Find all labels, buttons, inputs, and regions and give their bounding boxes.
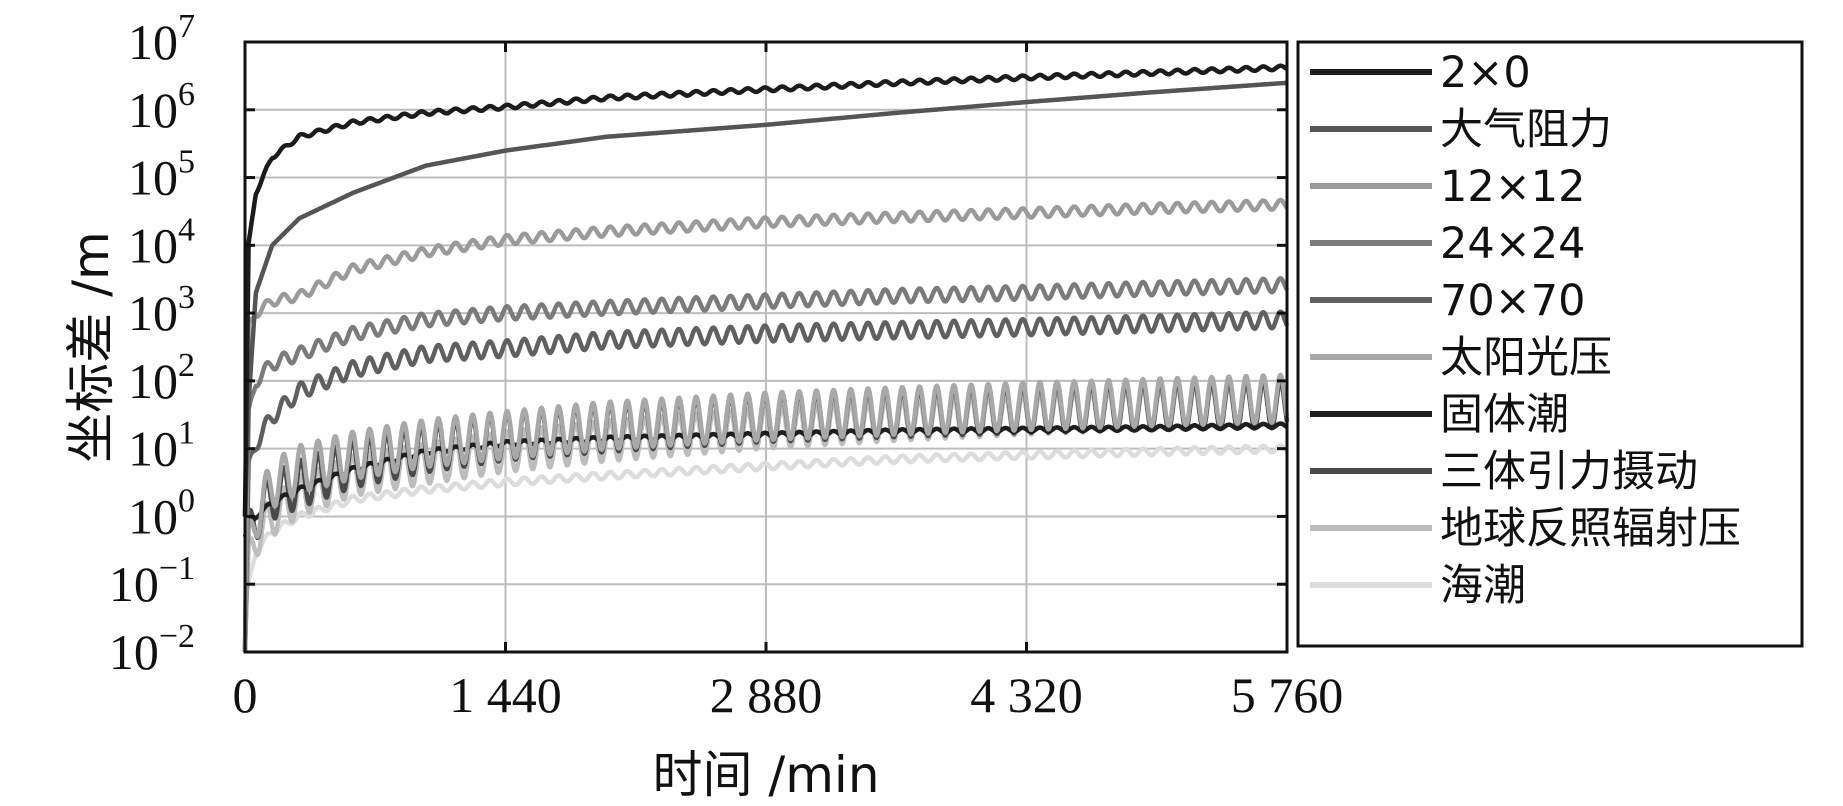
y-tick-label: 103 (128, 279, 195, 341)
legend-label: 地球反照辐射压 (1440, 504, 1741, 554)
series-line (242, 421, 1289, 538)
y-tick-exponent: 0 (178, 482, 195, 519)
legend-label: 2×0 (1440, 48, 1531, 98)
x-tick-label: 5 760 (1231, 667, 1344, 723)
x-tick-label: 4 320 (970, 667, 1083, 723)
series-line (242, 276, 1290, 653)
series-line (242, 309, 1290, 653)
y-tick-label: 10−2 (109, 618, 195, 680)
x-axis-ticks: 0 1 440 2 880 4 320 5 760 (233, 42, 1344, 723)
y-tick-base: 10 (128, 421, 178, 477)
y-tick-label: 101 (128, 415, 195, 477)
y-tick-base: 10 (109, 624, 159, 680)
legend-box (1296, 40, 1804, 648)
legend-label: 海潮 (1440, 561, 1526, 611)
legend-label: 24×24 (1440, 219, 1585, 269)
y-tick-exponent: 5 (178, 144, 195, 181)
y-tick-label: 106 (128, 76, 195, 138)
y-tick-label: 104 (128, 211, 195, 273)
series-layer (242, 63, 1290, 653)
y-tick-base: 10 (128, 14, 178, 70)
y-tick-exponent: 1 (178, 415, 195, 452)
legend-label: 太阳光压 (1440, 333, 1612, 383)
y-tick-label: 100 (128, 482, 195, 544)
y-axis-label: 坐标差 /m (62, 231, 120, 462)
y-tick-exponent: 6 (178, 76, 195, 113)
legend-label: 70×70 (1440, 276, 1585, 326)
grid-lines (244, 41, 1288, 653)
legend-label: 三体引力摄动 (1440, 447, 1698, 497)
y-tick-base: 10 (128, 353, 178, 409)
legend: 2×0 大气阻力 12×12 24×24 70×70 太阳光压固体潮三体引力摄动地球反照辐… (1296, 40, 1804, 648)
y-tick-label: 102 (128, 347, 195, 409)
y-tick-label: 105 (128, 144, 195, 206)
legend-label: 大气阻力 (1440, 105, 1612, 155)
y-tick-base: 10 (128, 150, 178, 206)
y-tick-exponent: −1 (159, 550, 195, 587)
x-tick-label: 2 880 (710, 667, 823, 723)
y-tick-base: 10 (128, 82, 178, 138)
series-line (242, 80, 1289, 517)
legend-label: 固体潮 (1440, 390, 1569, 440)
x-tick-label: 0 (233, 667, 258, 723)
x-tick-label: 1 440 (449, 667, 562, 723)
x-axis-label: 时间 /min (652, 746, 879, 804)
series-line (242, 443, 1289, 605)
y-tick-base: 10 (109, 556, 159, 612)
y-tick-label: 107 (128, 8, 195, 70)
y-tick-exponent: 4 (178, 211, 195, 248)
y-tick-exponent: 3 (178, 279, 195, 316)
y-tick-base: 10 (128, 488, 178, 544)
series-line (242, 63, 1289, 517)
legend-label: 12×12 (1440, 162, 1585, 212)
y-tick-base: 10 (128, 285, 178, 341)
y-tick-exponent: 7 (178, 8, 195, 45)
y-tick-base: 10 (128, 217, 178, 273)
series-line (242, 197, 1289, 653)
y-tick-exponent: 2 (178, 347, 195, 384)
y-tick-label: 10−1 (109, 550, 195, 612)
legend-items: 2×0 大气阻力 12×12 24×24 70×70 太阳光压固体潮三体引力摄动地球反照辐… (1310, 48, 1741, 611)
series-line (242, 372, 1290, 653)
y-tick-exponent: −2 (159, 618, 195, 655)
